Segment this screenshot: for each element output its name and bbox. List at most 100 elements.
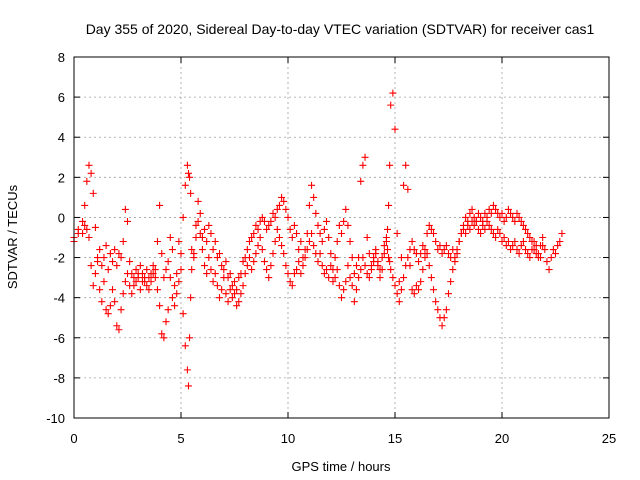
data-point-branch-b (207, 266, 215, 274)
data-point-branch-b (329, 278, 337, 286)
data-point-branch-a (284, 213, 292, 221)
data-point-branch-a (333, 238, 341, 246)
data-point-branch-b (395, 298, 403, 306)
data-point-branch-b (213, 282, 221, 290)
data-point-branch-b (487, 225, 495, 233)
data-point-branch-b (333, 266, 341, 274)
data-point-branch-a (365, 250, 373, 258)
data-point-branch-b (136, 286, 144, 294)
data-point-branch-a (436, 242, 444, 250)
data-point-branch-a (539, 234, 547, 241)
data-point-branch-a (271, 213, 279, 221)
data-point-branch-b (106, 302, 114, 310)
data-point-branch-a (389, 89, 397, 97)
data-point-branch-b (138, 278, 146, 286)
data-point-branch-a (91, 223, 99, 231)
y-axis-label: SDTVAR / TECUs (5, 184, 20, 289)
data-point-branch-b (196, 209, 204, 217)
data-point-branch-b (357, 266, 365, 274)
data-point-branch-b (447, 278, 455, 286)
data-point-branch-b (459, 225, 467, 233)
data-point-branch-a (395, 278, 403, 286)
data-point-branch-a (98, 262, 106, 270)
data-point-branch-a (515, 213, 523, 221)
data-point-branch-b (87, 262, 95, 270)
data-point-branch-a (280, 197, 288, 205)
data-point-branch-a (213, 254, 221, 262)
data-point-branch-b (194, 197, 202, 205)
data-point-branch-b (479, 221, 487, 229)
data-point-branch-b (500, 234, 508, 241)
data-point-branch-a (250, 229, 258, 237)
data-point-branch-a (278, 193, 286, 201)
data-point-branch-a (384, 225, 392, 233)
data-point-branch-b (188, 266, 196, 274)
data-point-branch-a (218, 262, 226, 270)
data-point-branch-b (231, 290, 238, 298)
data-point-branch-b (350, 298, 358, 306)
data-point-branch-a (282, 205, 290, 213)
data-point-branch-a (151, 266, 159, 274)
data-point-branch-b (222, 290, 230, 298)
data-point-branch-b (442, 306, 450, 314)
data-point-branch-b (455, 238, 463, 246)
data-point-branch-a (160, 274, 168, 282)
data-point-branch-a (504, 205, 512, 213)
data-point-branch-b (489, 229, 497, 237)
x-tick-label: 20 (495, 431, 509, 446)
data-point-branch-a (507, 209, 515, 217)
data-point-branch-b (275, 234, 283, 241)
data-point-branch-b (94, 258, 102, 266)
data-point-branch-b (141, 274, 149, 282)
data-point-branch-a (226, 270, 234, 278)
data-point-branch-a (477, 213, 485, 221)
x-tick-labels: 0 5 10 15 20 25 (70, 431, 616, 446)
data-point-branch-a (376, 274, 384, 282)
data-point-branch-a (149, 262, 157, 270)
data-point-branch-b (252, 250, 260, 258)
data-point-branch-b (314, 258, 322, 266)
data-point-branch-b (425, 262, 433, 270)
data-point-branch-b (308, 229, 316, 237)
data-point-branch-b (474, 225, 482, 233)
data-point-branch-b (310, 242, 318, 250)
plot-frame (73, 56, 610, 419)
data-point-branch-a (119, 238, 127, 246)
data-point-branch-a (297, 238, 305, 246)
data-point-branch-a (474, 209, 482, 217)
data-point-branch-b (451, 254, 459, 262)
data-point-branch-a (402, 161, 410, 169)
data-point-branch-a (442, 242, 450, 250)
data-point-branch-b (430, 286, 438, 294)
data-point-branch-b (359, 254, 367, 262)
data-point-branch-b (320, 270, 328, 278)
data-point-branch-a (352, 262, 360, 270)
data-point-branch-b (305, 238, 313, 246)
data-point-branch-b (355, 274, 363, 282)
data-point-branch-a (85, 161, 93, 169)
data-point-branch-a (427, 225, 435, 233)
data-point-branch-a (549, 246, 557, 254)
data-point-branch-b (104, 310, 112, 318)
data-point-branch-b (211, 270, 219, 278)
data-point-branch-a (286, 225, 294, 233)
data-point-branch-b (537, 254, 545, 262)
data-point-branch-a (462, 213, 470, 221)
data-point-branch-b (79, 229, 87, 237)
data-point-branch-b (91, 270, 99, 278)
data-point-branch-b (248, 266, 256, 274)
data-point-branch-b (327, 262, 335, 270)
data-point-branch-a (184, 169, 192, 177)
data-point-branch-b (498, 238, 506, 246)
data-point-branch-b (239, 282, 247, 290)
data-point-branch-b (267, 262, 275, 270)
data-point-branch-a (188, 246, 196, 254)
data-point-branch-b (466, 225, 474, 233)
data-point-branch-b (417, 250, 425, 258)
data-point-branch-b (166, 274, 174, 282)
data-point-branch-a (404, 185, 412, 193)
data-point-branch-b (335, 282, 343, 290)
data-point-branch-b (243, 262, 251, 270)
data-point-branch-a (387, 101, 395, 109)
data-point-branch-b (539, 242, 547, 250)
